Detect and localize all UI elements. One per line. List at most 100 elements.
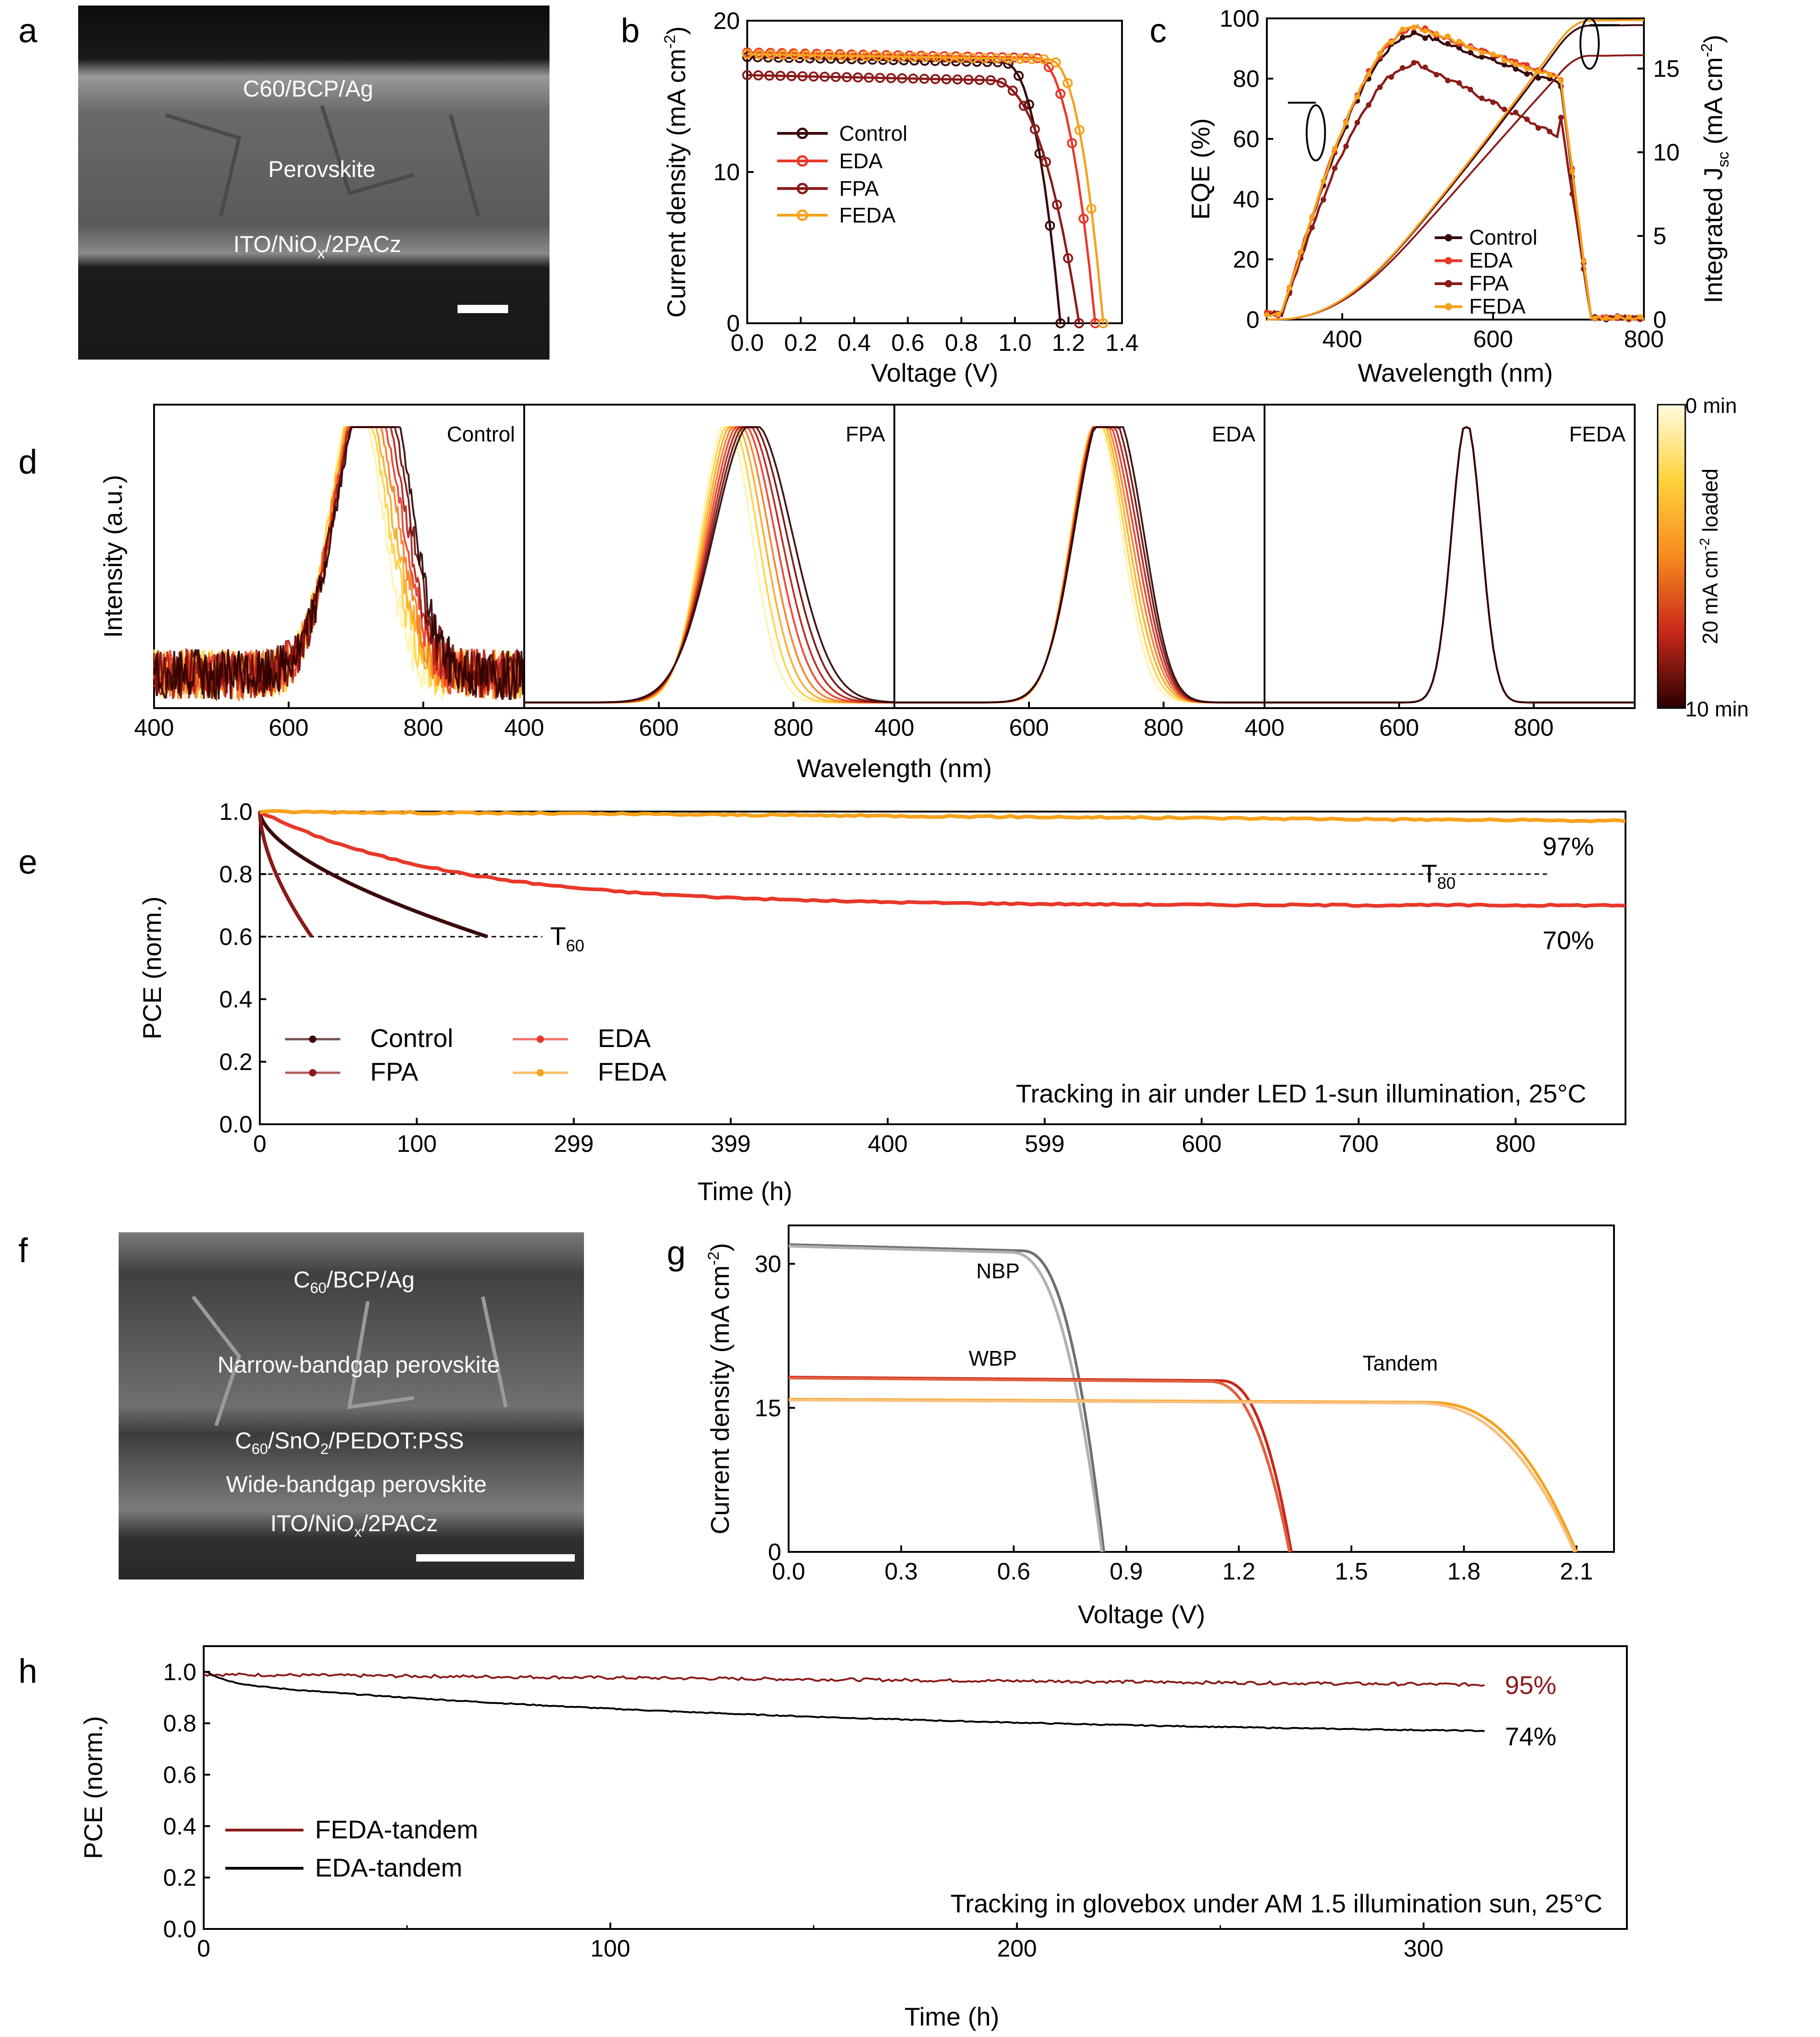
chart-c-left-axis-marker <box>1305 104 1326 161</box>
chart-d-spectrum-fpa <box>524 426 894 704</box>
chart-c-eqe-point-feda <box>1592 315 1598 321</box>
chart-b-point-fpa <box>897 73 907 84</box>
chart-b-point-fpa <box>908 73 918 84</box>
chart-b-point-feda <box>944 52 954 63</box>
chart-g-xtick-label: 0.6 <box>997 1558 1030 1585</box>
chart-c-eqe-point-feda <box>1580 258 1586 264</box>
chart-b-point-fpa <box>941 74 952 85</box>
chart-b-point-eda <box>1067 138 1077 149</box>
chart-g-label-nbp: NBP <box>976 1259 1020 1283</box>
chart-e-ylabel: PCE (norm.) <box>137 896 166 1039</box>
chart-h-xtick-label: 200 <box>997 1935 1037 1962</box>
chart-g-line-nbp <box>788 1243 1105 1552</box>
chart-d-sub-control-xtick-label: 600 <box>269 715 309 741</box>
chart-b-point-fpa <box>875 73 885 83</box>
chart-c-eqe-point-feda <box>1366 71 1372 77</box>
chart-d-spectrum-fpa <box>524 426 894 704</box>
chart-g-label-wbp: WBP <box>969 1346 1017 1370</box>
chart-c-eqe-point-fpa <box>1400 65 1406 71</box>
chart-c-eqe-point-fpa <box>1558 114 1564 120</box>
chart-c-y2tick-label: 10 <box>1653 139 1680 166</box>
chart-b-point-control <box>1013 70 1024 81</box>
chart-b-point-feda <box>1062 78 1073 88</box>
chart-c-eqe-point-control <box>1467 50 1473 56</box>
legend-e-marker-eda <box>537 1036 544 1043</box>
sem-image-f <box>119 1232 584 1579</box>
chart-e-pct-feda: 97% <box>1543 832 1594 861</box>
chart-g-xtick-label: 0.0 <box>772 1558 805 1585</box>
chart-b-point-fpa <box>996 77 1007 88</box>
chart-b-point-fpa <box>764 70 775 81</box>
chart-h-ytick-label: 0.2 <box>163 1865 196 1891</box>
chart-c-eqe-point-feda <box>1524 66 1530 72</box>
chart-c-eqe-point-feda <box>1377 51 1383 57</box>
chart-e-xtick-label: 800 <box>1496 1131 1536 1157</box>
chart-e-xtick-label: 400 <box>868 1131 908 1157</box>
sem-f-bottom-layer: ITO/NiOx/2PACz <box>270 1511 438 1540</box>
chart-g-label-tandem: Tandem <box>1362 1351 1438 1375</box>
chart-g-frame <box>788 1224 1615 1553</box>
chart-c-eqe-point-feda <box>1513 62 1519 68</box>
legend-b-feda: FEDA <box>839 203 896 227</box>
chart-b-point-feda <box>956 52 966 63</box>
chart-b-line-control <box>747 56 1062 324</box>
chart-c-ytick-label: 100 <box>1219 6 1259 32</box>
chart-d-sub-eda-xtick-label: 800 <box>1144 715 1184 741</box>
chart-c-eqe-point-control <box>1445 41 1451 47</box>
chart-d-sub-feda-xtick-label: 400 <box>1245 715 1285 741</box>
legend-e-eda: EDA <box>598 1024 651 1053</box>
chart-b-point-fpa <box>1019 101 1029 111</box>
chart-c-frame <box>1266 17 1645 320</box>
panel-label-a: a <box>18 11 38 50</box>
chart-b-ylabel-sup: -2 <box>661 35 679 49</box>
chart-h-xtick-label: 100 <box>590 1935 630 1962</box>
chart-d: Intensity (a.u.) Wavelength (nm) 400 600 800… <box>98 404 1636 783</box>
chart-e-pct-eda: 70% <box>1543 926 1594 955</box>
chart-d-sub-fpa-xtick-label: 600 <box>639 715 679 741</box>
chart-g-ytick-label: 0 <box>768 1539 781 1566</box>
chart-c-intjsc-feda <box>1266 19 1644 320</box>
chart-b-point-fpa <box>775 70 786 81</box>
chart-g-xtick-label: 0.9 <box>1110 1558 1143 1585</box>
chart-g: 0.0 0.3 0.6 0.9 1.2 1.5 1.8 2.1 0 15 30 Voltage (V)… <box>705 1224 1615 1629</box>
scale-bar <box>458 305 508 313</box>
chart-b-point-control <box>1024 99 1034 110</box>
chart-e-xtick-label: 700 <box>1339 1131 1379 1157</box>
chart-e-xtick-label: 599 <box>1025 1131 1065 1157</box>
chart-b-point-feda <box>801 50 812 60</box>
chart-e-ytick-label: 0.0 <box>219 1111 252 1138</box>
chart-d-sub-eda-xtick-label: 400 <box>875 715 915 741</box>
chart-b-point-feda <box>766 49 776 60</box>
chart-b-xlabel: Voltage (V) <box>871 358 998 387</box>
chart-e-line-fpa <box>258 811 313 938</box>
chart-d-sub-fpa-xtick-label: 800 <box>773 715 813 741</box>
panel-label-h: h <box>18 1652 37 1690</box>
chart-c-y2-sub: sc <box>1715 152 1732 167</box>
chart-b-point-fpa <box>808 71 819 82</box>
chart-b-point-feda <box>790 50 800 60</box>
chart-b-point-fpa <box>963 74 974 85</box>
chart-b-point-feda <box>778 49 788 60</box>
panel-label-f: f <box>18 1231 28 1270</box>
chart-c-y2-close: ) <box>1699 35 1728 44</box>
chart-c-y2tick-label: 5 <box>1653 223 1666 250</box>
chart-c-eqe-point-fpa <box>1321 197 1326 203</box>
chart-c-eqe-point-fpa <box>1513 109 1519 115</box>
chart-c-eqe-point-control <box>1524 71 1530 77</box>
chart-d-spectrum-eda <box>894 426 1265 704</box>
chart-c-eqe-point-fpa <box>1569 191 1575 197</box>
chart-c-eqe-point-feda <box>1558 78 1564 84</box>
chart-c-eqe-point-fpa <box>1422 64 1428 70</box>
chart-b-point-eda <box>1078 213 1089 224</box>
chart-c-eqe-point-feda <box>1445 33 1451 39</box>
chart-b-point-feda <box>1003 53 1013 64</box>
chart-b-ylabel-main: Current density (mA cm <box>662 49 691 318</box>
chart-d-spectrum-control <box>153 426 525 702</box>
chart-b-point-feda <box>837 51 847 61</box>
chart-d-spectrum-eda <box>894 426 1265 704</box>
chart-d-spectrum-eda <box>894 426 1265 704</box>
chart-b-ytick-label: 20 <box>713 8 740 34</box>
chart-d-spectrum-fpa <box>524 426 894 704</box>
sem-a-layer-top: C60/BCP/Ag <box>243 76 373 102</box>
chart-b-point-fpa <box>919 74 929 84</box>
